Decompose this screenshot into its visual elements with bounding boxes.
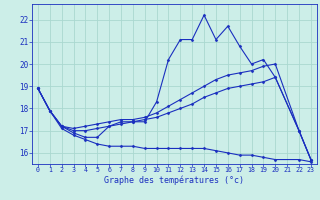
X-axis label: Graphe des températures (°c): Graphe des températures (°c) xyxy=(104,176,244,185)
